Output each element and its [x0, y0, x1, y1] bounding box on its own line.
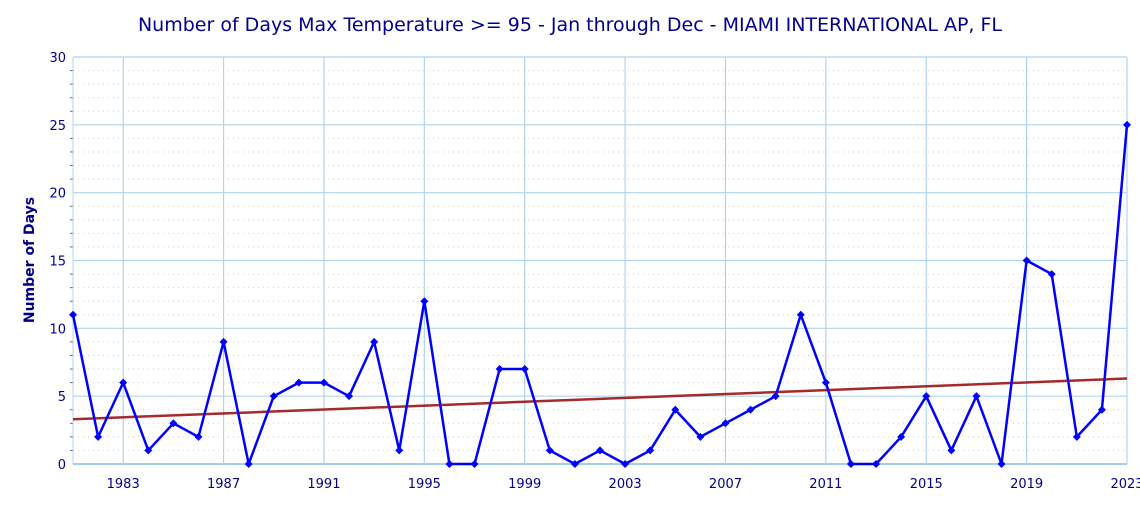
data-point-2015 [922, 392, 931, 401]
data-point-2023 [1123, 120, 1131, 129]
data-point-1985 [169, 419, 178, 428]
data-point-1989 [269, 392, 278, 401]
y-ticks: 0 5 10 15 20 25 30 [49, 51, 66, 473]
data-point-1988 [244, 460, 253, 468]
trend-line-group [72, 377, 1128, 421]
data-point-2010 [796, 310, 805, 319]
data-point-2017 [972, 392, 981, 401]
trend-line [72, 377, 1128, 421]
grid [70, 56, 1128, 465]
y-tick-label: 5 [58, 390, 66, 405]
data-point-2003 [621, 460, 630, 468]
data-point-1990 [294, 378, 303, 387]
data-point-1982 [94, 432, 103, 441]
chart-title: Number of Days Max Temperature >= 95 - J… [138, 14, 1002, 36]
data-point-1983 [119, 378, 128, 387]
x-tick-label: 2015 [910, 477, 943, 492]
data-point-1984 [144, 446, 153, 455]
data-point-1987 [219, 337, 228, 346]
data-point-1981 [69, 310, 77, 319]
x-tick-label: 2023 [1110, 477, 1140, 492]
x-tick-label: 2003 [609, 477, 642, 492]
series-group [69, 120, 1131, 468]
data-point-1999 [520, 365, 529, 374]
data-point-1991 [319, 378, 328, 387]
data-point-2002 [596, 446, 604, 455]
x-tick-label: 1991 [307, 477, 340, 492]
data-point-2016 [947, 446, 956, 455]
x-tick-label: 1995 [408, 477, 441, 492]
data-point-2013 [872, 460, 881, 468]
data-point-2011 [821, 378, 830, 387]
data-point-2012 [846, 460, 855, 468]
data-point-2014 [897, 432, 906, 441]
data-point-2020 [1047, 270, 1056, 279]
data-point-2004 [646, 446, 655, 455]
y-tick-label: 30 [49, 51, 66, 66]
data-point-2022 [1097, 405, 1106, 414]
x-tick-label: 1983 [107, 477, 140, 492]
data-point-2018 [997, 460, 1006, 468]
data-point-1996 [445, 460, 454, 468]
data-point-1992 [345, 392, 354, 401]
data-point-2000 [545, 446, 554, 455]
data-point-1995 [420, 297, 429, 306]
x-tick-label: 2019 [1010, 477, 1043, 492]
x-tick-label: 2007 [709, 477, 742, 492]
y-tick-label: 15 [49, 255, 66, 270]
data-point-2007 [721, 419, 730, 428]
data-point-1997 [470, 460, 479, 468]
data-point-1994 [395, 446, 404, 455]
x-tick-label: 1999 [508, 477, 541, 492]
data-point-2008 [746, 405, 755, 414]
x-tick-label: 2011 [809, 477, 842, 492]
x-tick-label: 1987 [207, 477, 240, 492]
data-point-1993 [370, 337, 379, 346]
data-point-2009 [771, 392, 780, 401]
data-point-2005 [671, 405, 680, 414]
data-point-1998 [495, 365, 504, 374]
y-tick-label: 0 [58, 458, 66, 473]
y-tick-label: 25 [49, 119, 66, 134]
data-point-2021 [1072, 432, 1081, 441]
x-ticks: 1983 1987 1991 1995 1999 2003 2007 2011 2015 2019… [107, 477, 1140, 492]
y-tick-label: 10 [49, 322, 66, 337]
y-axis-label: Number of Days [22, 197, 38, 323]
data-point-2019 [1022, 256, 1031, 265]
y-tick-label: 20 [49, 187, 66, 202]
data-point-1986 [194, 432, 203, 441]
data-point-2001 [570, 460, 579, 468]
data-point-2006 [696, 432, 705, 441]
